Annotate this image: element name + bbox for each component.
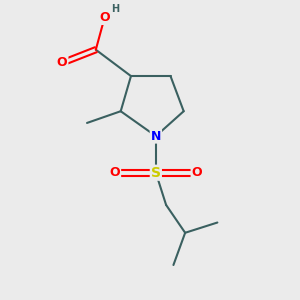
Text: O: O bbox=[99, 11, 110, 24]
Text: O: O bbox=[110, 166, 120, 179]
Text: S: S bbox=[151, 166, 161, 180]
Text: N: N bbox=[151, 130, 161, 142]
Text: O: O bbox=[57, 56, 68, 69]
Text: H: H bbox=[111, 4, 119, 14]
Text: O: O bbox=[192, 166, 202, 179]
